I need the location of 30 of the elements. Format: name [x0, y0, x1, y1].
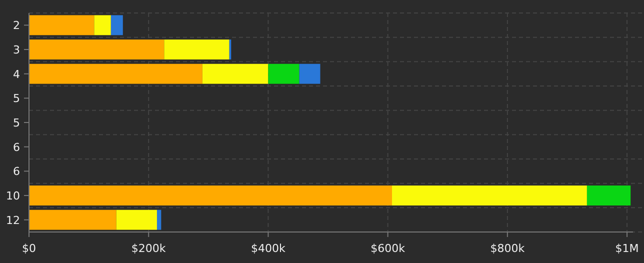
y-tick-label: 10 [6, 190, 20, 202]
y-tick-label: 2 [13, 19, 20, 32]
bar [268, 64, 300, 84]
bar [29, 15, 94, 36]
y-tick-label: 6 [13, 140, 20, 154]
x-tick-label: $200k [131, 242, 166, 255]
bar [116, 210, 157, 230]
bar [156, 210, 162, 230]
bar [586, 186, 631, 206]
x-tick-label: $0 [22, 242, 36, 255]
x-tick-label: $800k [490, 242, 526, 255]
bar [202, 64, 268, 84]
y-tick-label: 5 [13, 92, 20, 106]
x-tick-label: $400k [251, 242, 286, 255]
y-tick-label: 3 [13, 44, 20, 56]
bar [392, 186, 587, 206]
x-tick-label: $1M [615, 242, 639, 255]
bar [29, 210, 116, 230]
y-tick-label: 5 [13, 116, 20, 130]
bar [94, 15, 111, 36]
x-tick-label: $600k [370, 242, 406, 255]
bar [29, 64, 202, 84]
y-tick-label: 6 [13, 165, 20, 178]
bar [110, 15, 123, 36]
y-tick-label: 4 [13, 68, 20, 81]
bar [29, 40, 164, 60]
bar [29, 186, 392, 206]
bar [299, 64, 320, 84]
y-tick-label: 12 [6, 214, 20, 227]
bar [164, 40, 230, 60]
